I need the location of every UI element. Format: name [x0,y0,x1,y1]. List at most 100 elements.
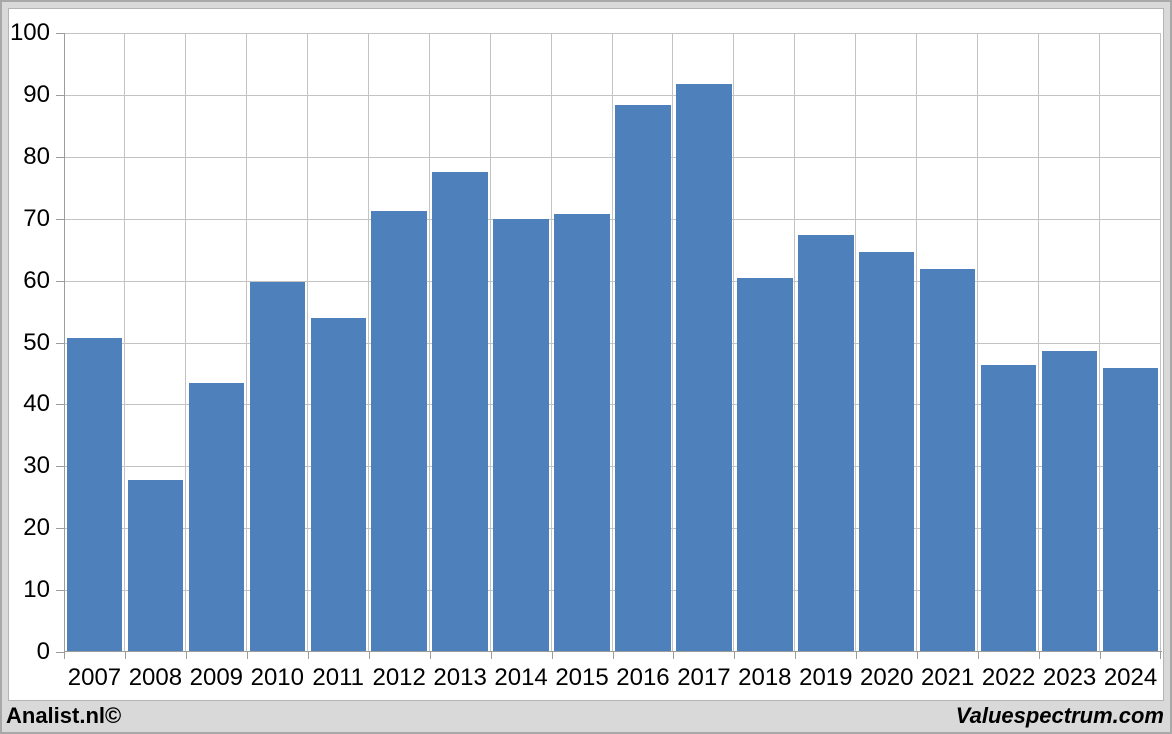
gridline-horizontal [64,342,1161,344]
y-tick-mark [56,33,64,34]
gridline-vertical [489,33,491,652]
gridline-horizontal [64,590,1161,592]
x-axis-label: 2020 [860,664,914,691]
x-tick-mark [795,652,797,659]
x-tick-mark [124,652,126,659]
bar-2022 [980,365,1037,652]
gridline-vertical [367,33,369,652]
gridline-vertical [733,33,735,652]
y-tick-mark [56,156,64,158]
x-axis-line [64,651,1162,652]
x-axis-label: 2014 [494,664,548,691]
gridline-horizontal [64,466,1161,468]
y-tick-mark [56,528,64,530]
y-axis-label: 10 [23,576,50,604]
x-tick-mark [368,652,370,659]
y-tick-mark [56,466,64,468]
plot-area [64,33,1161,652]
bar-2016 [615,104,671,652]
x-tick-mark [1039,652,1041,659]
x-tick-mark [246,652,248,659]
x-axis-label: 2012 [372,664,426,691]
x-axis-label: 2010 [250,664,304,691]
gridline-horizontal [64,94,1161,96]
x-tick-mark [1160,652,1161,659]
gridline-vertical [794,33,796,652]
x-tick-mark [856,652,858,659]
bar-2012 [371,211,427,652]
x-tick-mark [490,652,492,659]
gridline-horizontal [64,218,1161,220]
x-axis-label: 2009 [189,664,244,691]
gridline-horizontal [64,33,1161,34]
x-tick-mark [917,652,919,659]
x-axis-label: 2024 [1103,664,1158,691]
x-tick-mark [612,652,614,659]
x-axis-label: 2011 [312,664,365,691]
y-axis-label: 70 [23,204,50,232]
bar-2024 [1102,368,1159,652]
x-axis-label: 2019 [799,664,853,691]
gridline-vertical [855,33,857,652]
bar-2023 [1041,350,1098,652]
y-axis-label: 90 [23,80,50,108]
y-axis-label: 20 [23,514,50,542]
x-tick-mark [1100,652,1102,659]
x-tick-mark [64,652,65,659]
branding-valuespectrum: Valuespectrum.com [955,702,1164,728]
y-tick-mark [56,94,64,96]
x-axis-label: 2018 [738,664,792,691]
chart-canvas: 0 10 20 30 40 50 60 70 80 90 100 2007 2008 2009 2010 20… [8,8,1164,701]
y-axis-label: 40 [23,390,50,418]
gridline-vertical [123,33,125,652]
gridline-vertical [184,33,186,652]
bar-2010 [249,281,306,652]
gridline-vertical [428,33,430,652]
bar-2021 [919,269,976,652]
gridline-vertical [916,33,918,652]
gridline-horizontal [64,404,1161,406]
x-tick-mark [307,652,309,659]
x-tick-mark [734,652,736,659]
bar-2020 [859,251,915,652]
x-tick-mark [673,652,675,659]
bar-2008 [127,479,184,652]
bar-2014 [493,218,549,652]
x-axis-label: 2017 [677,664,731,691]
gridline-vertical [672,33,674,652]
gridline-vertical [306,33,308,652]
x-axis-label: 2013 [433,664,487,691]
x-tick-mark [185,652,187,659]
gridline-vertical [611,33,613,652]
y-tick-mark [56,590,64,592]
gridline-vertical [1038,33,1040,652]
y-tick-mark [56,652,64,653]
bar-2015 [554,214,610,652]
bar-2019 [798,235,854,652]
gridline-horizontal [64,528,1161,530]
x-axis-label: 2016 [616,664,670,691]
y-tick-mark [56,218,64,220]
bar-2013 [432,172,488,652]
x-axis-label: 2008 [128,664,183,691]
y-tick-mark [56,280,64,282]
x-axis-label: 2023 [1042,664,1097,691]
y-axis-label: 50 [23,328,50,356]
bar-2007 [66,337,123,652]
branding-bar: Analist.nl© Valuespectrum.com [2,701,1170,732]
x-tick-mark [551,652,553,659]
gridline-vertical [1099,33,1101,652]
bar-2011 [310,317,366,652]
x-axis-label: 2007 [67,664,122,691]
gridline-horizontal [64,280,1161,282]
gridline-vertical [977,33,979,652]
x-tick-mark [978,652,980,659]
x-axis-label: 2022 [981,664,1036,691]
x-axis-label: 2015 [555,664,609,691]
bar-2017 [676,83,732,652]
x-tick-mark [429,652,431,659]
gridline-vertical [550,33,552,652]
branding-analist: Analist.nl© [6,702,122,728]
bar-2009 [188,383,245,652]
